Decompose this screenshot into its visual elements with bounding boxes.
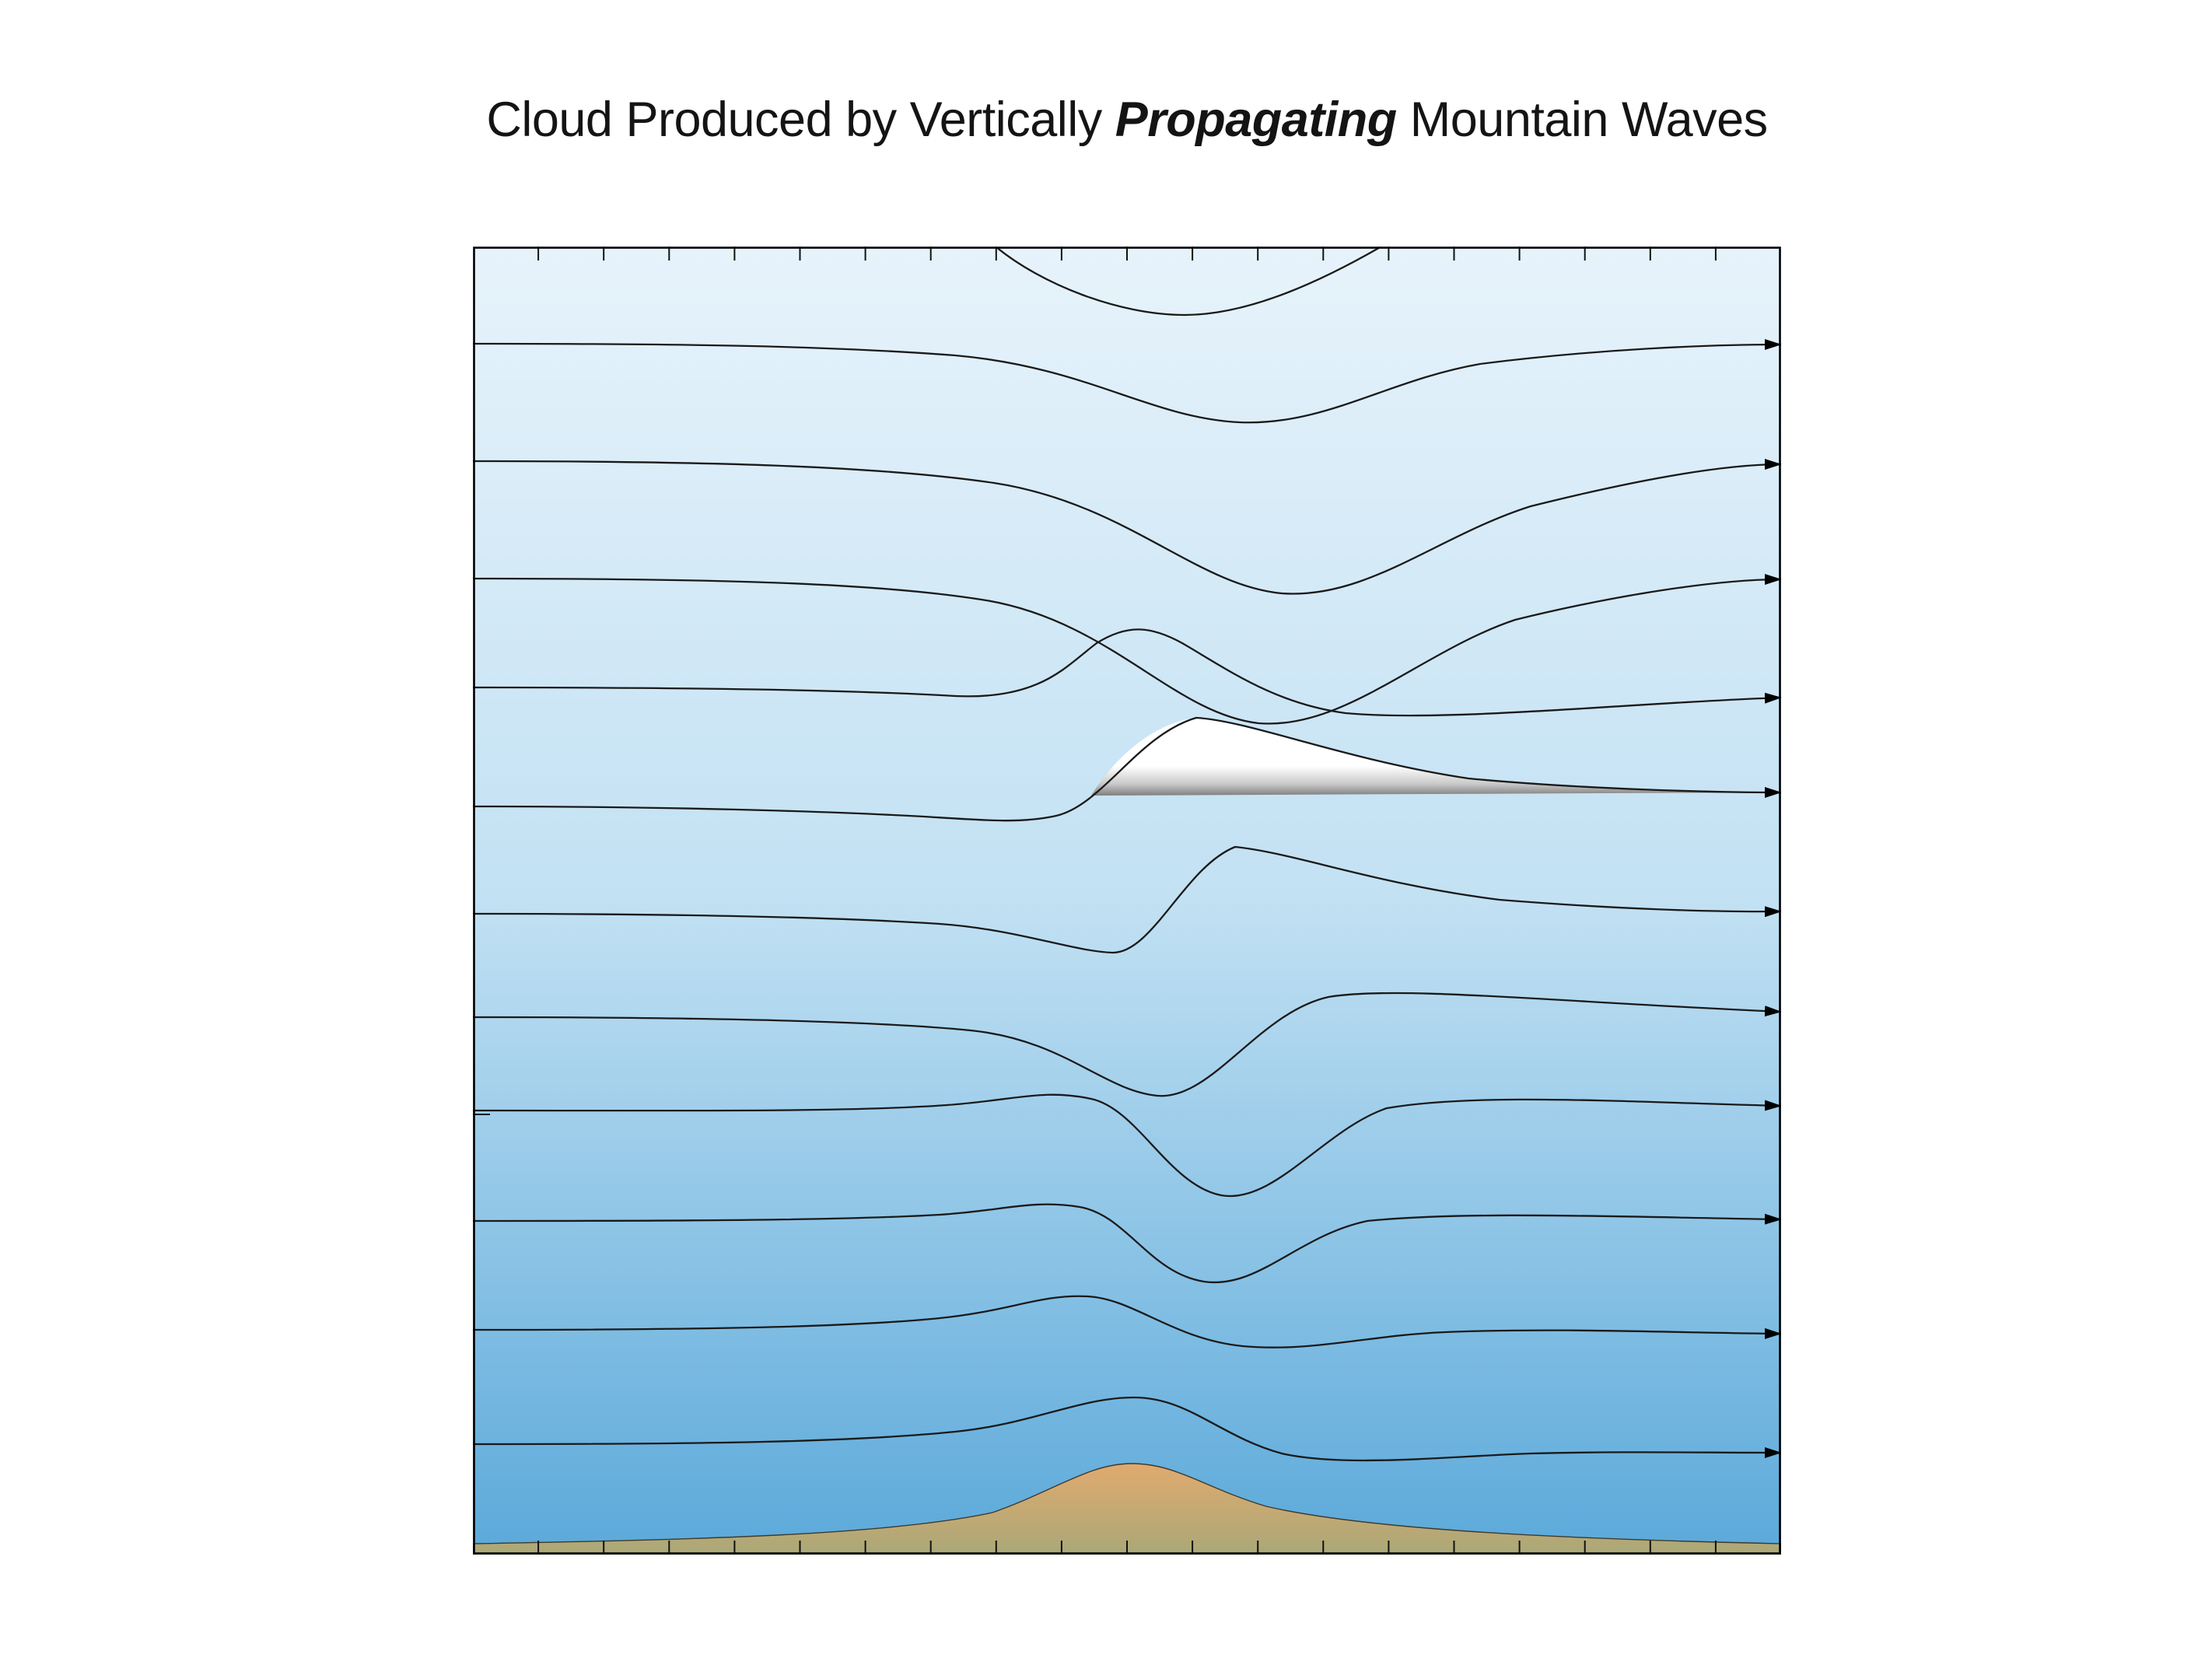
streamline xyxy=(473,574,1781,725)
streamline xyxy=(473,459,1781,595)
streamline xyxy=(473,716,1781,822)
sky-background xyxy=(473,247,1781,1555)
streamline xyxy=(473,1396,1781,1462)
streamline xyxy=(473,339,1781,424)
mountain-wave-diagram xyxy=(473,247,1781,1555)
streamline xyxy=(473,992,1781,1097)
streamline xyxy=(995,247,1382,317)
axis-ticks xyxy=(473,247,1717,1555)
streamlines xyxy=(473,247,1781,1462)
diagram-border xyxy=(473,247,1781,1555)
streamline xyxy=(473,845,1781,954)
lenticular-cloud xyxy=(1091,718,1781,796)
diagram-frame xyxy=(473,247,1781,1555)
streamline xyxy=(473,1093,1781,1198)
diagram-title: Cloud Produced by Vertically Propagating… xyxy=(473,92,1781,148)
streamline xyxy=(473,1295,1781,1348)
streamline xyxy=(473,1203,1781,1284)
streamline xyxy=(473,628,1781,717)
mountain xyxy=(473,1463,1781,1555)
title-text-1: Cloud Produced by Vertically xyxy=(486,93,1115,147)
title-text-emphasis: Propagating xyxy=(1115,93,1398,147)
title-text-2: Mountain Waves xyxy=(1396,93,1768,147)
